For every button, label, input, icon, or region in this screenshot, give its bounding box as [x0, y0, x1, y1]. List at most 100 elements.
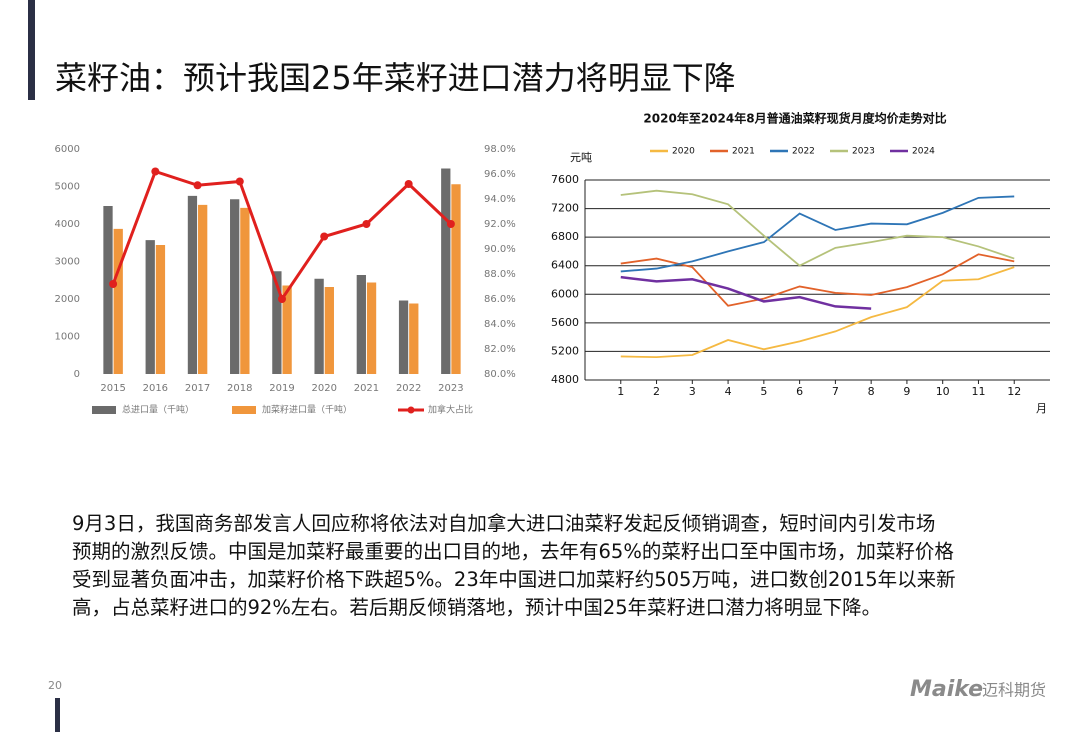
paragraph: 9月3日，我国商务部发言人回应称将依法对自加拿大进口油菜籽发起反倾销调查，短时间…	[72, 510, 956, 622]
x-tick-label: 8	[868, 385, 875, 398]
bar	[282, 285, 292, 374]
y-tick-label: 7600	[551, 173, 579, 186]
line	[620, 195, 1015, 273]
paragraph-line: 9月3日，我国商务部发言人回应称将依法对自加拿大进口油菜籽发起反倾销调查，短时间…	[72, 512, 936, 535]
x-axis-label: 月	[1036, 402, 1047, 415]
legend-swatch	[92, 406, 116, 414]
bar	[198, 204, 208, 374]
legend-label: 总进口量（千吨）	[122, 404, 194, 416]
x-tick-label: 2022	[396, 383, 421, 394]
line	[620, 253, 1015, 307]
x-tick-label: 4	[725, 385, 732, 398]
y-tick-label: 6000	[551, 287, 579, 300]
x-tick-label: 2021	[354, 383, 379, 394]
y-tick-label: 1000	[55, 332, 80, 343]
y-tick-label: 6800	[551, 230, 579, 243]
line-marker	[446, 220, 455, 228]
bar	[230, 199, 240, 374]
line	[620, 275, 872, 310]
y-tick-label: 5600	[551, 316, 579, 329]
logo-cn: 迈科期货	[982, 681, 1046, 700]
bar	[398, 300, 409, 374]
x-tick-label: 12	[1007, 385, 1021, 398]
legend-label: 2021	[732, 147, 755, 157]
line-marker	[404, 180, 413, 188]
slide-title: 菜籽油：预计我国25年菜籽进口潜力将明显下降	[55, 59, 736, 97]
y-axis-label: 元吨	[570, 151, 592, 164]
y-tick-label: 4000	[55, 219, 80, 230]
bar	[314, 278, 324, 374]
y2-tick-label: 84.0%	[484, 319, 516, 330]
x-tick-label: 10	[936, 385, 950, 398]
y-tick-label: 7200	[551, 202, 579, 215]
y-tick-label: 5000	[55, 182, 80, 193]
paragraph-line: 受到显著负面冲击，加菜籽价格下跌超5%。23年中国进口加菜籽约505万吨，进口数…	[72, 568, 956, 591]
bar	[441, 168, 451, 374]
y2-tick-label: 88.0%	[484, 269, 516, 280]
line-marker	[278, 295, 286, 303]
page-number: 20	[48, 679, 62, 692]
line-marker	[235, 177, 244, 186]
x-tick-label: 3	[689, 385, 696, 398]
bar	[145, 240, 155, 374]
y-tick-label: 3000	[55, 257, 80, 268]
y-tick-label: 6400	[551, 259, 579, 272]
x-tick-label: 9	[903, 385, 910, 398]
paragraph-line: 高，占总菜籽进口的92%左右。若后期反倾销落地，预计中国25年菜籽进口潜力将明显…	[72, 596, 882, 619]
y2-tick-label: 92.0%	[484, 219, 516, 230]
legend-label: 加菜籽进口量（千吨）	[262, 404, 352, 416]
y-tick-label: 6000	[55, 144, 80, 155]
y2-tick-label: 82.0%	[484, 344, 516, 355]
x-tick-label: 2	[653, 385, 660, 398]
line-marker	[193, 181, 202, 190]
y-tick-label: 2000	[55, 294, 80, 305]
y-tick-label: 4800	[551, 373, 579, 386]
bar	[240, 207, 250, 374]
accent-bar-bottom	[55, 698, 60, 732]
x-tick-label: 2018	[227, 383, 252, 394]
bar	[272, 271, 282, 374]
legend-label: 2023	[852, 147, 875, 157]
bar	[113, 228, 123, 374]
x-tick-label: 2016	[143, 383, 168, 394]
x-tick-label: 2020	[311, 383, 336, 394]
y2-tick-label: 94.0%	[484, 194, 516, 205]
legend-label: 2024	[912, 147, 935, 157]
accent-bar	[28, 0, 35, 100]
y2-tick-label: 90.0%	[484, 244, 516, 255]
bar	[155, 245, 166, 374]
y-tick-label: 5200	[551, 344, 579, 357]
logo: Maike	[910, 677, 983, 702]
bar	[409, 303, 419, 374]
bar	[356, 275, 366, 374]
legend-swatch	[232, 406, 256, 414]
x-tick-label: 2015	[100, 383, 125, 394]
y-tick-label: 0	[74, 369, 80, 380]
line-marker	[362, 220, 371, 228]
x-tick-label: 2023	[438, 383, 463, 394]
bar	[103, 206, 113, 374]
legend-label: 加拿大占比	[428, 404, 473, 416]
y2-tick-label: 96.0%	[484, 169, 516, 180]
bar	[451, 184, 461, 374]
bar	[187, 195, 198, 374]
x-tick-label: 7	[832, 385, 839, 398]
legend-label: 2020	[672, 147, 695, 157]
x-tick-label: 6	[796, 385, 803, 398]
chart-title: 2020年至2024年8月普通油菜籽现货月度均价走势对比	[643, 111, 946, 126]
line	[620, 189, 1015, 267]
y2-tick-label: 98.0%	[484, 144, 516, 155]
x-tick-label: 11	[971, 385, 985, 398]
x-tick-label: 5	[760, 385, 767, 398]
line-marker	[151, 167, 160, 176]
line-marker	[320, 232, 329, 241]
legend-label: 2022	[792, 147, 815, 157]
bar	[366, 282, 377, 374]
x-tick-label: 1	[617, 385, 624, 398]
x-tick-label: 2019	[269, 383, 294, 394]
x-tick-label: 2017	[185, 383, 210, 394]
legend-marker	[407, 406, 415, 414]
paragraph-line: 预期的激烈反馈。中国是加菜籽最重要的出口目的地，去年有65%的菜籽出口至中国市场…	[72, 540, 954, 563]
